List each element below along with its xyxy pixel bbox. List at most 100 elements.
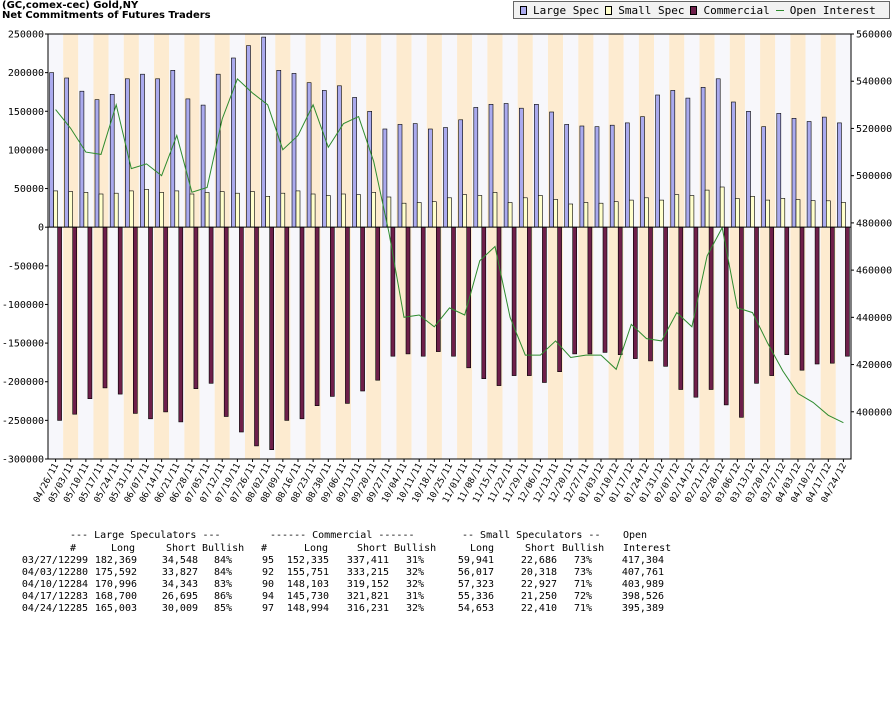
row-small-long: 54,653 — [457, 603, 494, 614]
table-column-header: # Long Short Bullish # Long Short Bullis… — [0, 543, 893, 555]
row-large-bullish: 85% — [213, 603, 232, 614]
row-small-long: 56,017 — [457, 567, 494, 578]
row-commercial-bullish: 31% — [405, 555, 424, 566]
bar-small-spec — [98, 193, 104, 228]
bar-commercial — [269, 226, 275, 450]
left-tick-label: -50000 — [8, 261, 44, 272]
bar-small-spec — [113, 192, 119, 228]
bar-commercial — [496, 226, 502, 386]
bar-small-spec — [704, 189, 710, 228]
row-date: 04/24/12 — [21, 603, 70, 614]
right-tick-label: 560000 — [856, 30, 892, 41]
bar-small-spec — [174, 190, 180, 228]
row-open-interest: 398,526 — [621, 591, 664, 602]
bar-large-spec — [549, 111, 554, 228]
header-short-large: Short — [166, 543, 197, 554]
chart-legend: Large Spec Small Spec Commercial Open In… — [513, 1, 890, 19]
bar-large-spec — [367, 111, 373, 228]
row-commercial-count: 92 — [261, 567, 274, 578]
row-small-bullish: 72% — [573, 591, 592, 602]
left-tick-label: -250000 — [2, 416, 44, 427]
bar-commercial — [405, 226, 411, 355]
row-commercial-long: 145,730 — [286, 591, 329, 602]
bar-commercial — [193, 226, 199, 389]
bar-commercial — [602, 226, 608, 353]
bar-small-spec — [553, 199, 558, 228]
header-short-commercial: Short — [357, 543, 388, 554]
table-row: 04/24/12 285 165,003 30,009 85% 97 148,994 316,… — [0, 603, 893, 615]
bar-small-spec — [750, 196, 755, 228]
header-bullish-small: Bullish — [562, 543, 605, 554]
group-large-speculators: --- Large Speculators --- — [70, 530, 221, 541]
bar-small-spec — [810, 200, 816, 228]
bar-large-spec — [291, 73, 297, 228]
bar-small-spec — [144, 189, 149, 228]
bar-large-spec — [321, 90, 327, 228]
bar-commercial — [526, 226, 532, 376]
row-commercial-short: 321,821 — [346, 591, 389, 602]
bar-large-spec — [352, 97, 357, 228]
left-tick-label: -300000 — [2, 455, 44, 466]
bar-commercial — [814, 226, 820, 365]
left-tick-label: -150000 — [2, 339, 44, 350]
group-commercial: ------ Commercial ------ — [270, 530, 415, 541]
legend-line-open-interest — [775, 9, 784, 11]
row-large-long: 175,592 — [94, 567, 137, 578]
row-commercial-short: 316,231 — [346, 603, 389, 614]
header-long-commercial: Long — [304, 543, 329, 554]
bar-small-spec — [129, 190, 134, 228]
bar-large-spec — [731, 101, 736, 228]
bar-large-spec — [458, 119, 464, 228]
bar-small-spec — [280, 192, 286, 228]
bar-large-spec — [261, 36, 267, 228]
bar-commercial — [587, 226, 593, 355]
header-short-small: Short — [525, 543, 556, 554]
header-count-commercial: # — [261, 543, 268, 554]
row-large-count: 299 — [69, 555, 88, 566]
legend-item-commercial: Commercial — [690, 3, 770, 17]
row-commercial-count: 90 — [261, 579, 274, 590]
bar-large-spec — [670, 90, 676, 228]
row-large-count: 280 — [69, 567, 88, 578]
right-tick-label: 420000 — [856, 360, 892, 371]
legend-label-commercial: Commercial — [703, 3, 770, 17]
bar-commercial — [72, 226, 77, 415]
bar-large-spec — [337, 85, 342, 228]
row-date: 04/03/12 — [21, 567, 70, 578]
bar-large-spec — [185, 98, 191, 228]
row-large-bullish: 83% — [213, 579, 232, 590]
bar-large-spec — [806, 121, 812, 228]
bar-commercial — [435, 226, 441, 352]
bar-large-spec — [397, 124, 403, 228]
bar-large-spec — [746, 111, 751, 228]
bar-small-spec — [401, 202, 407, 228]
bar-large-spec — [624, 122, 630, 228]
row-small-long: 57,323 — [457, 579, 494, 590]
bar-large-spec — [837, 122, 842, 228]
row-small-short: 21,250 — [520, 591, 557, 602]
bar-small-spec — [583, 202, 589, 228]
row-small-long: 55,336 — [457, 591, 494, 602]
bar-commercial — [784, 226, 790, 355]
bar-commercial — [845, 226, 850, 357]
bar-large-spec — [821, 116, 827, 228]
bar-commercial — [57, 226, 62, 421]
row-commercial-long: 148,103 — [286, 579, 329, 590]
row-large-short: 30,009 — [161, 603, 198, 614]
bar-large-spec — [64, 77, 69, 228]
bar-large-spec — [155, 78, 160, 228]
legend-item-open-interest: Open Interest — [775, 4, 876, 17]
bar-small-spec — [538, 195, 543, 228]
bar-small-spec — [644, 197, 649, 228]
bar-small-spec — [674, 194, 680, 228]
row-large-bullish: 84% — [213, 567, 232, 578]
bar-small-spec — [507, 202, 513, 228]
bar-small-spec — [613, 201, 619, 228]
right-tick-label: 440000 — [856, 313, 892, 324]
header-count-large: # — [70, 543, 77, 554]
bar-small-spec — [568, 203, 574, 228]
header-bullish-commercial: Bullish — [394, 543, 437, 554]
right-tick-label: 480000 — [856, 218, 892, 229]
bar-commercial — [375, 226, 381, 381]
row-small-short: 22,686 — [520, 555, 557, 566]
